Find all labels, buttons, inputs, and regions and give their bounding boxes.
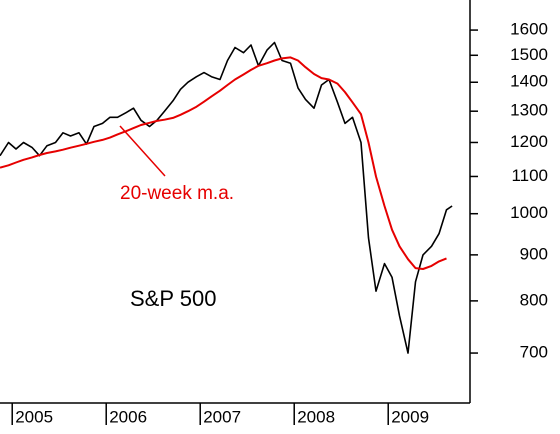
- series-line: [0, 41, 453, 354]
- x-tick-label: 2009: [391, 407, 429, 426]
- x-tick-label: 2006: [109, 407, 147, 426]
- y-tick-label: 1600: [510, 20, 548, 39]
- y-tick-label: 900: [520, 244, 548, 263]
- y-tick-label: 1100: [511, 166, 548, 185]
- y-tick-label: 800: [520, 290, 548, 309]
- y-tick-label: 700: [520, 343, 548, 362]
- y-tick-label: 1500: [510, 45, 548, 64]
- x-tick-label: 2005: [15, 407, 53, 426]
- y-tick-label: 1000: [510, 203, 548, 222]
- series-line: [0, 56, 447, 270]
- chart-title: S&P 500: [130, 286, 216, 311]
- annotation: 20-week m.a.: [120, 183, 234, 204]
- x-tick-label: 2008: [297, 407, 335, 426]
- y-tick-label: 1400: [510, 72, 548, 91]
- x-tick-label: 2007: [203, 407, 241, 426]
- y-tick-label: 1300: [510, 101, 548, 120]
- annotation-pointer: [119, 125, 166, 177]
- y-tick-label: 1200: [510, 132, 548, 151]
